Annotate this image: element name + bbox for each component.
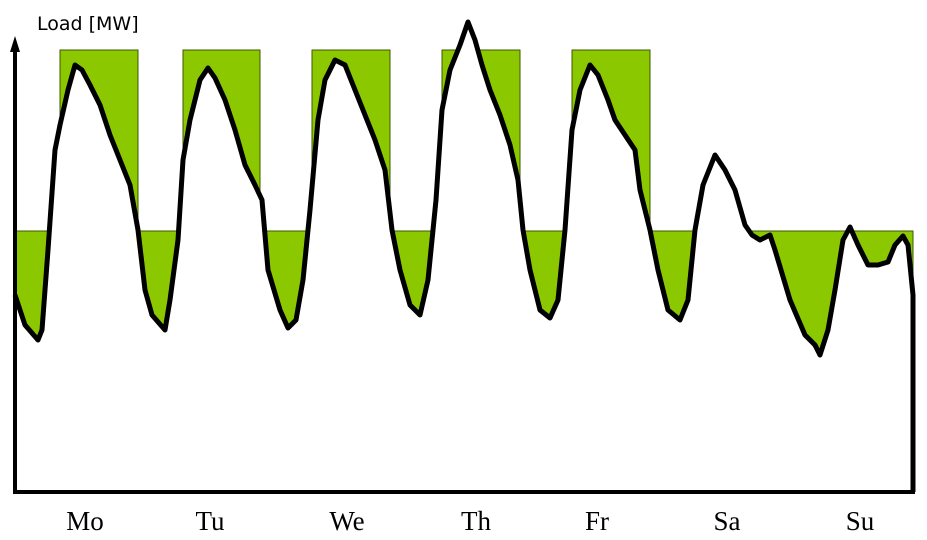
- day-label: Mo: [66, 506, 104, 536]
- day-label: Su: [846, 506, 875, 536]
- day-label: Tu: [195, 506, 225, 536]
- day-label: Sa: [714, 506, 741, 536]
- y-axis-label: Load [MW]: [37, 13, 139, 35]
- day-label: Fr: [585, 506, 609, 536]
- load-curve: [12, 19, 916, 492]
- y-axis-arrow: [10, 36, 20, 52]
- day-label: Th: [461, 506, 491, 536]
- day-label: We: [329, 506, 364, 536]
